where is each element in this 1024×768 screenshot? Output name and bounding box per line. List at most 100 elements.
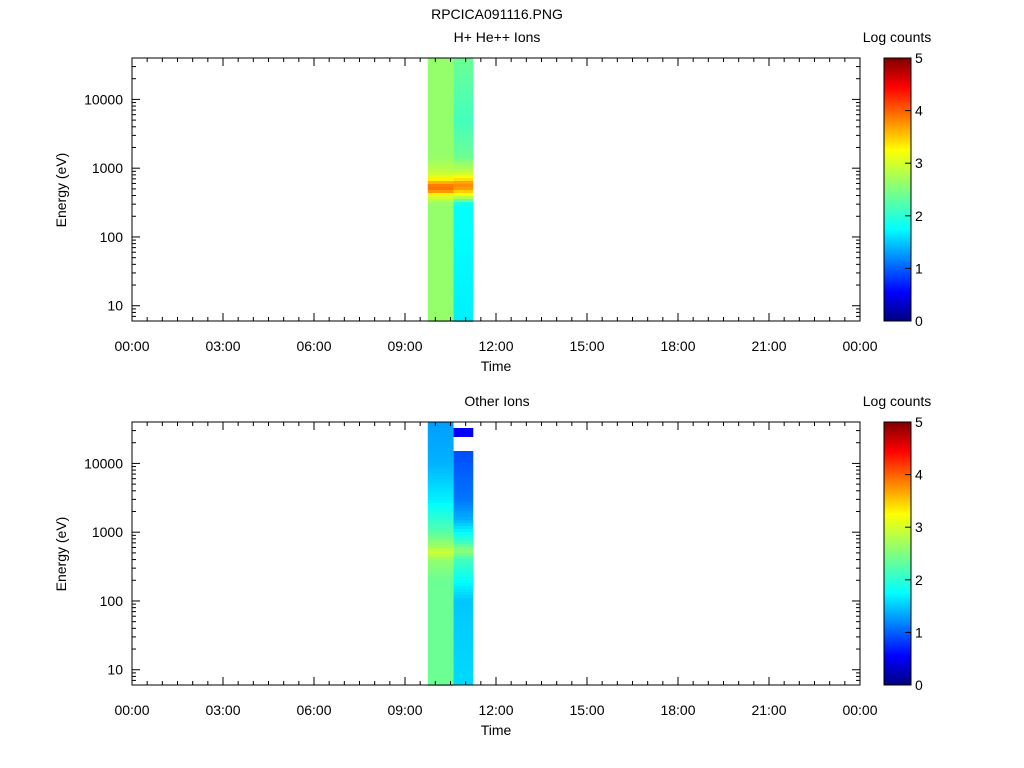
heatmap-cell <box>453 202 474 205</box>
heatmap-cell <box>427 190 454 193</box>
heatmap-cell <box>453 451 474 454</box>
heatmap-cell <box>427 169 454 172</box>
heatmap-cell <box>427 644 454 647</box>
heatmap-cell <box>427 461 454 464</box>
heatmap-cell <box>427 581 454 584</box>
heatmap-cell <box>453 580 474 583</box>
heatmap-cell <box>427 614 454 617</box>
heatmap-cell <box>427 184 454 187</box>
heatmap-cell <box>427 202 454 205</box>
heatmap-cell <box>453 103 474 106</box>
heatmap-cell <box>453 454 474 457</box>
heatmap-cell <box>427 500 454 503</box>
heatmap-cell <box>427 229 454 232</box>
heatmap-cell <box>427 674 454 677</box>
x-tick-label: 12:00 <box>478 338 513 354</box>
heatmap-cell <box>427 578 454 581</box>
heatmap-cell <box>453 250 474 253</box>
heatmap-cell <box>427 187 454 190</box>
heatmap-cell <box>427 118 454 121</box>
heatmap-cell <box>427 584 454 587</box>
figure-title: RPCICA091116.PNG <box>431 6 563 22</box>
heatmap-cell <box>453 220 474 223</box>
heatmap-cell <box>427 425 454 428</box>
heatmap-cell <box>453 238 474 241</box>
heatmap-cell <box>453 313 474 316</box>
heatmap-cell <box>453 172 474 175</box>
heatmap-cell <box>427 310 454 313</box>
heatmap-cell <box>427 509 454 512</box>
heatmap-cell <box>453 124 474 127</box>
heatmap-cell <box>427 521 454 524</box>
heatmap-cell <box>453 460 474 463</box>
heatmap-cell <box>427 428 454 431</box>
heatmap-cell <box>453 481 474 484</box>
heatmap-cell <box>427 443 454 446</box>
heatmap-cell <box>453 157 474 160</box>
heatmap-cell <box>427 551 454 554</box>
heatmap-cell <box>427 268 454 271</box>
heatmap-cell <box>453 589 474 592</box>
heatmap-cell <box>453 229 474 232</box>
heatmap-cell <box>453 457 474 460</box>
heatmap-cell <box>427 611 454 614</box>
heatmap-cell <box>427 506 454 509</box>
heatmap-cell <box>427 106 454 109</box>
heatmap-cell <box>453 592 474 595</box>
heatmap-cell <box>427 316 454 319</box>
heatmap-cell <box>427 67 454 70</box>
x-tick-label: 15:00 <box>569 702 604 718</box>
heatmap-cell <box>427 596 454 599</box>
heatmap-cell <box>453 289 474 292</box>
heatmap-cell <box>427 569 454 572</box>
heatmap-cell <box>453 499 474 502</box>
heatmap-cell <box>453 535 474 538</box>
heatmap-cell <box>427 647 454 650</box>
heatmap-cell <box>453 280 474 283</box>
heatmap-cell <box>427 175 454 178</box>
heatmap-cell <box>427 154 454 157</box>
heatmap-cell <box>453 628 474 631</box>
heatmap-cell <box>453 292 474 295</box>
colorbar-tick-label: 5 <box>915 50 923 66</box>
heatmap-cell <box>427 449 454 452</box>
heatmap-cell <box>427 629 454 632</box>
heatmap-cell <box>427 79 454 82</box>
heatmap-cell <box>427 298 454 301</box>
heatmap-cell <box>453 73 474 76</box>
heatmap-cell <box>427 608 454 611</box>
heatmap-cell <box>453 277 474 280</box>
x-tick-label: 21:00 <box>751 702 786 718</box>
y-tick-label: 10 <box>107 298 123 314</box>
heatmap-cell <box>427 151 454 154</box>
heatmap-cell <box>453 76 474 79</box>
heatmap-cell <box>453 214 474 217</box>
heatmap-cell <box>453 496 474 499</box>
heatmap-cell <box>427 193 454 196</box>
heatmap-cell <box>427 259 454 262</box>
y-tick-label: 1000 <box>92 160 123 176</box>
x-tick-label: 18:00 <box>660 338 695 354</box>
heatmap-cell <box>427 605 454 608</box>
heatmap-cell <box>453 511 474 514</box>
heatmap-cell <box>427 91 454 94</box>
heatmap-cell <box>427 94 454 97</box>
heatmap-cell <box>427 587 454 590</box>
heatmap-cell <box>453 649 474 652</box>
heatmap-cell <box>453 550 474 553</box>
heatmap-cell <box>453 151 474 154</box>
heatmap-cell <box>427 653 454 656</box>
x-tick-label: 06:00 <box>296 338 331 354</box>
heatmap-cell <box>427 295 454 298</box>
heatmap-cell <box>453 538 474 541</box>
heatmap-cell <box>453 610 474 613</box>
heatmap-cell <box>453 562 474 565</box>
heatmap-cell <box>427 157 454 160</box>
heatmap-cell <box>453 226 474 229</box>
heatmap-cell <box>427 289 454 292</box>
heatmap-cell <box>427 70 454 73</box>
heatmap-cell <box>427 109 454 112</box>
heatmap-cell <box>453 106 474 109</box>
heatmap-cell <box>427 283 454 286</box>
colorbar-tick-label: 3 <box>915 519 923 535</box>
